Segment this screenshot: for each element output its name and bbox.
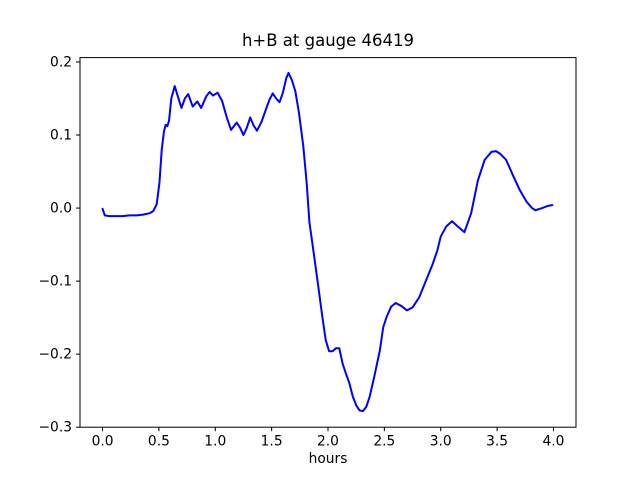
y-tick-label: 0.1 bbox=[50, 128, 72, 144]
data-line bbox=[101, 71, 554, 413]
y-axis-ticks: 0.2 0.1 0.0 −0.1 −0.2 −0.3 bbox=[38, 54, 80, 436]
y-tick-label: −0.1 bbox=[38, 274, 72, 290]
chart-title: h+B at gauge 46419 bbox=[242, 31, 414, 50]
y-tick-label: 0.2 bbox=[50, 54, 72, 70]
x-tick-label: 2.5 bbox=[373, 434, 395, 450]
y-tick-label: −0.3 bbox=[38, 420, 72, 436]
y-tick-label: −0.2 bbox=[38, 347, 72, 363]
x-tick-label: 0.5 bbox=[148, 434, 170, 450]
x-tick-label: 1.0 bbox=[204, 434, 226, 450]
x-tick-label: 4.0 bbox=[542, 434, 564, 450]
y-tick-label: 0.0 bbox=[50, 201, 72, 217]
x-tick-label: 1.5 bbox=[261, 434, 283, 450]
x-tick-label: 2.0 bbox=[317, 434, 339, 450]
x-tick-label: 3.5 bbox=[486, 434, 508, 450]
x-tick-label: 3.0 bbox=[430, 434, 452, 450]
x-tick-label: 0.0 bbox=[92, 434, 114, 450]
x-axis-label: hours bbox=[309, 451, 348, 467]
x-axis-ticks: 0.0 0.5 1.0 1.5 2.0 2.5 3.0 3.5 4.0 bbox=[92, 427, 564, 450]
axes-frame bbox=[79, 57, 577, 428]
